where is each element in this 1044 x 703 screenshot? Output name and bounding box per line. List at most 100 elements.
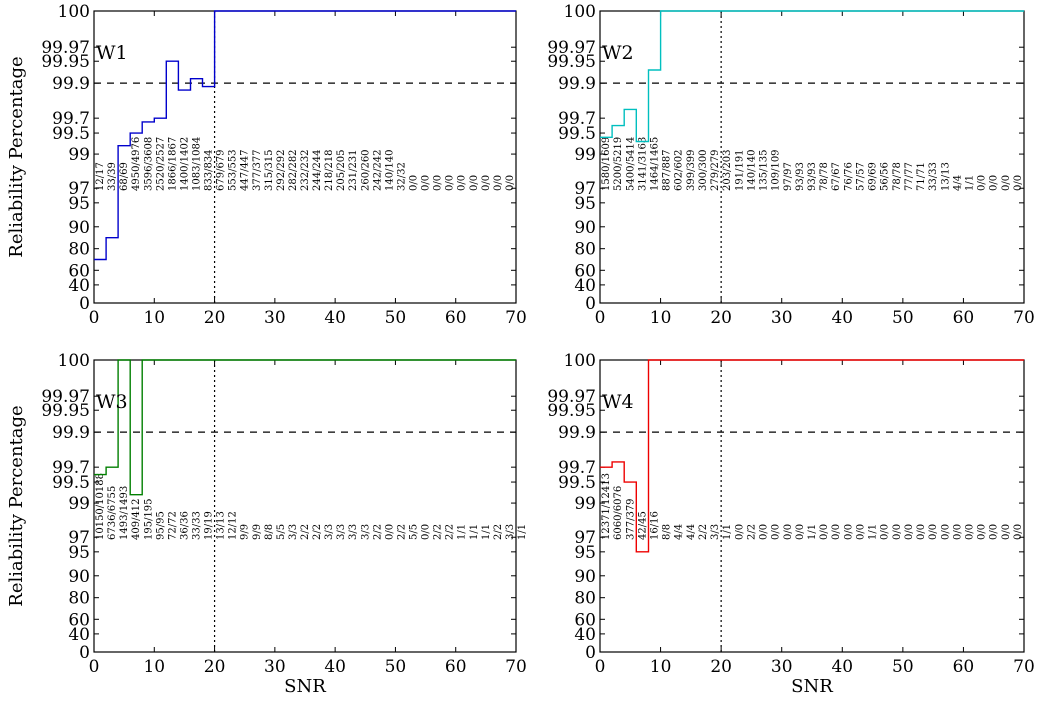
count-label: 3/3: [324, 524, 335, 540]
count-label: 2/2: [396, 524, 407, 540]
count-label: 2/2: [445, 524, 456, 540]
plot-frame: [93, 359, 517, 653]
count-label: 1/1: [457, 524, 468, 540]
count-label: 140/140: [384, 149, 395, 191]
count-label: 0/0: [855, 524, 866, 540]
y-tick-label: 99: [574, 145, 596, 165]
y-tick-label: 99.95: [41, 401, 90, 421]
count-label: 3/3: [348, 524, 359, 540]
count-label: 833/834: [204, 149, 215, 191]
count-label: 0/0: [421, 175, 432, 191]
count-label: 0/0: [734, 524, 745, 540]
y-tick-label: 40: [68, 625, 90, 645]
count-label: 3141/3163: [637, 137, 648, 191]
x-tick-label: 50: [892, 308, 914, 328]
y-tick-label: 90: [574, 567, 596, 587]
y-tick-label: 0: [79, 294, 90, 314]
x-tick-label: 20: [204, 657, 226, 677]
count-label: 1464/1465: [650, 137, 661, 191]
count-label: 5200/5219: [613, 137, 624, 191]
x-tick-label: 40: [831, 308, 853, 328]
x-tick-label: 60: [445, 308, 467, 328]
count-label: 602/602: [674, 149, 685, 191]
count-label: 2/2: [372, 524, 383, 540]
count-label: 93/93: [795, 162, 806, 191]
x-tick-label: 70: [505, 657, 527, 677]
count-label: 0/0: [783, 524, 794, 540]
y-tick-label: 99.9: [52, 423, 90, 443]
count-label: 3/3: [336, 524, 347, 540]
x-tick-label: 0: [595, 657, 606, 677]
count-label: 2/2: [698, 524, 709, 540]
count-label: 16/16: [650, 511, 661, 540]
count-label: 0/0: [880, 524, 891, 540]
y-tick-label: 60: [68, 261, 90, 281]
x-axis-label: SNR: [284, 676, 326, 697]
count-label: 0/0: [916, 524, 927, 540]
count-label: 315/315: [264, 149, 275, 191]
count-label: 279/279: [710, 149, 721, 191]
y-tick-label: 80: [574, 589, 596, 609]
y-tick-label: 99.5: [52, 473, 90, 493]
y-tick-label: 99.5: [52, 124, 90, 144]
count-label: 205/205: [336, 149, 347, 191]
count-label: 282/282: [288, 149, 299, 191]
x-tick-label: 60: [445, 657, 467, 677]
count-label: 10150/10188: [95, 473, 106, 540]
y-tick-label: 40: [68, 276, 90, 296]
y-tick-label: 99.7: [558, 109, 596, 129]
count-label: 4/4: [952, 175, 963, 191]
y-axis-label: Reliability Percentage: [6, 56, 27, 257]
count-label: 135/135: [759, 149, 770, 191]
count-label: 13/13: [940, 162, 951, 191]
count-label: 0/0: [445, 175, 456, 191]
y-tick-label: 99.7: [52, 109, 90, 129]
y-tick-label: 99.97: [41, 38, 90, 58]
count-label: 1493/1493: [119, 486, 130, 540]
y-tick-label: 0: [585, 643, 596, 663]
count-label: 0/0: [433, 175, 444, 191]
x-tick-label: 0: [595, 308, 606, 328]
count-label: 33/33: [191, 511, 202, 540]
x-tick-label: 40: [324, 657, 346, 677]
count-label: 0/0: [421, 524, 432, 540]
count-label: 0/0: [964, 524, 975, 540]
count-label: 72/72: [167, 511, 178, 540]
count-label: 9/9: [240, 524, 251, 540]
count-label: 12/17: [95, 162, 106, 191]
x-tick-label: 50: [892, 657, 914, 677]
x-tick-label: 50: [385, 308, 407, 328]
count-label: 2/2: [300, 524, 311, 540]
x-tick-label: 70: [1013, 657, 1035, 677]
count-label: 42/45: [637, 511, 648, 540]
count-label: 0/0: [771, 524, 782, 540]
y-tick-label: 99.7: [52, 458, 90, 478]
count-label: 377/379: [625, 498, 636, 540]
y-tick-label: 60: [574, 610, 596, 630]
x-tick-label: 10: [143, 657, 165, 677]
count-label: 260/260: [360, 149, 371, 191]
x-tick-label: 70: [1013, 308, 1035, 328]
y-tick-label: 99.95: [547, 52, 596, 72]
x-tick-label: 30: [264, 657, 286, 677]
y-tick-label: 60: [68, 610, 90, 630]
count-label: 8/8: [264, 524, 275, 540]
y-tick-label: 100: [58, 351, 90, 371]
count-label: 36/36: [179, 511, 190, 540]
y-tick-label: 99: [68, 494, 90, 514]
x-tick-label: 60: [953, 308, 975, 328]
count-label: 32/32: [396, 162, 407, 191]
count-label: 2520/2527: [155, 137, 166, 191]
count-label: 68/69: [119, 162, 130, 191]
count-label: 0/0: [493, 175, 504, 191]
count-label: 0/0: [843, 524, 854, 540]
count-label: 56/56: [880, 162, 891, 191]
y-tick-label: 40: [574, 625, 596, 645]
y-tick-label: 80: [68, 240, 90, 260]
y-tick-label: 100: [564, 351, 596, 371]
y-tick-label: 90: [68, 567, 90, 587]
y-tick-label: 99.5: [558, 473, 596, 493]
x-tick-label: 10: [650, 657, 672, 677]
